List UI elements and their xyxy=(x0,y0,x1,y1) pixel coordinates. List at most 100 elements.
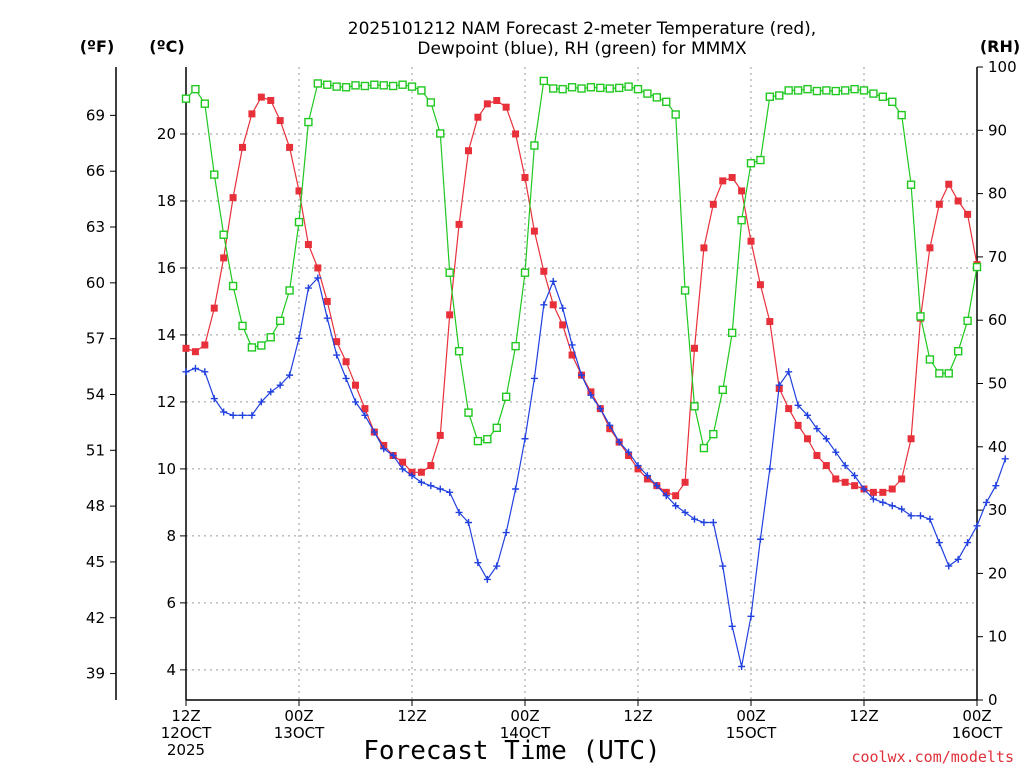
celsius-unit-label: (ºC) xyxy=(149,37,184,56)
data-point xyxy=(709,518,717,526)
data-point xyxy=(727,328,737,338)
data-point xyxy=(738,663,746,671)
data-point xyxy=(455,508,463,516)
data-point xyxy=(380,445,388,453)
data-point xyxy=(247,343,257,352)
data-point xyxy=(530,227,538,235)
data-point xyxy=(465,518,472,526)
data-point xyxy=(709,429,718,439)
data-point xyxy=(888,502,896,510)
data-point xyxy=(964,210,972,218)
data-point xyxy=(719,177,727,185)
data-point xyxy=(917,512,924,520)
data-point xyxy=(794,401,802,409)
data-point xyxy=(605,84,614,93)
x-tick-label: 00Z xyxy=(736,707,765,725)
x-tick-label: 12Z xyxy=(171,707,200,725)
data-point xyxy=(352,381,359,389)
data-point xyxy=(483,575,491,583)
data-point xyxy=(812,86,822,96)
fahrenheit-tick-label: 45 xyxy=(86,553,105,571)
celsius-tick-label: 12 xyxy=(157,393,176,411)
data-point xyxy=(417,478,425,486)
data-point xyxy=(775,91,784,100)
celsius-tick-label: 6 xyxy=(166,594,176,612)
data-point xyxy=(266,333,275,342)
celsius-tick-label: 4 xyxy=(166,661,176,679)
data-point xyxy=(662,492,670,500)
data-point xyxy=(559,321,567,329)
data-point xyxy=(502,529,510,537)
data-point xyxy=(672,502,680,510)
data-point xyxy=(295,334,303,342)
data-point xyxy=(859,86,869,95)
fahrenheit-tick-label: 51 xyxy=(86,441,105,459)
data-point xyxy=(577,84,586,93)
data-point xyxy=(388,81,398,91)
data-point xyxy=(286,143,294,151)
data-point xyxy=(304,241,312,249)
data-point xyxy=(446,488,454,496)
data-point xyxy=(633,84,643,94)
data-point xyxy=(813,425,821,433)
data-point xyxy=(304,284,312,292)
series-dewpoint xyxy=(182,274,1009,671)
data-point xyxy=(220,408,228,416)
data-point xyxy=(501,392,511,401)
data-point xyxy=(323,314,331,322)
data-point xyxy=(191,364,199,372)
data-point xyxy=(389,452,397,460)
x-tick-label: 13OCT xyxy=(274,724,325,742)
data-point xyxy=(229,411,237,419)
data-point xyxy=(822,86,831,95)
data-point xyxy=(352,398,359,406)
data-point xyxy=(737,215,746,225)
data-point xyxy=(586,83,596,92)
data-point xyxy=(964,539,972,547)
data-point xyxy=(794,421,802,429)
data-point xyxy=(370,428,378,436)
data-point xyxy=(832,448,840,456)
data-point xyxy=(559,304,567,312)
data-point xyxy=(766,318,774,326)
data-point xyxy=(323,80,332,89)
data-point xyxy=(191,84,200,94)
data-point xyxy=(643,89,652,98)
x-tick-label: 2025 xyxy=(167,741,205,759)
data-point xyxy=(426,98,436,107)
rh-tick-label: 0 xyxy=(988,691,998,709)
celsius-tick-label: 20 xyxy=(157,125,176,143)
data-point xyxy=(728,174,736,182)
data-point xyxy=(549,84,558,93)
rh-tick-label: 80 xyxy=(988,185,1007,203)
data-point xyxy=(399,465,407,473)
data-point xyxy=(493,96,501,104)
data-point xyxy=(898,505,906,513)
data-point xyxy=(680,286,690,295)
data-point xyxy=(840,86,850,95)
x-tick-label: 00Z xyxy=(510,707,539,725)
data-point xyxy=(926,244,934,252)
data-point xyxy=(210,395,218,403)
data-point xyxy=(738,187,746,195)
data-point xyxy=(473,436,483,446)
data-point xyxy=(879,498,887,506)
data-point xyxy=(972,262,982,272)
fahrenheit-tick-label: 66 xyxy=(86,162,105,180)
data-point xyxy=(672,492,680,500)
data-point xyxy=(464,408,473,417)
data-point xyxy=(511,341,520,351)
data-point xyxy=(181,94,191,103)
fahrenheit-tick-label: 48 xyxy=(86,497,105,515)
x-tick-label: 00Z xyxy=(284,707,313,725)
data-point xyxy=(747,612,755,620)
celsius-tick-label: 18 xyxy=(157,192,176,210)
data-point xyxy=(549,301,557,309)
data-point xyxy=(709,200,717,208)
data-point xyxy=(313,79,323,88)
rh-tick-label: 60 xyxy=(988,311,1007,329)
data-point xyxy=(361,411,369,419)
fahrenheit-tick-label: 63 xyxy=(86,218,105,236)
data-point xyxy=(888,97,897,107)
